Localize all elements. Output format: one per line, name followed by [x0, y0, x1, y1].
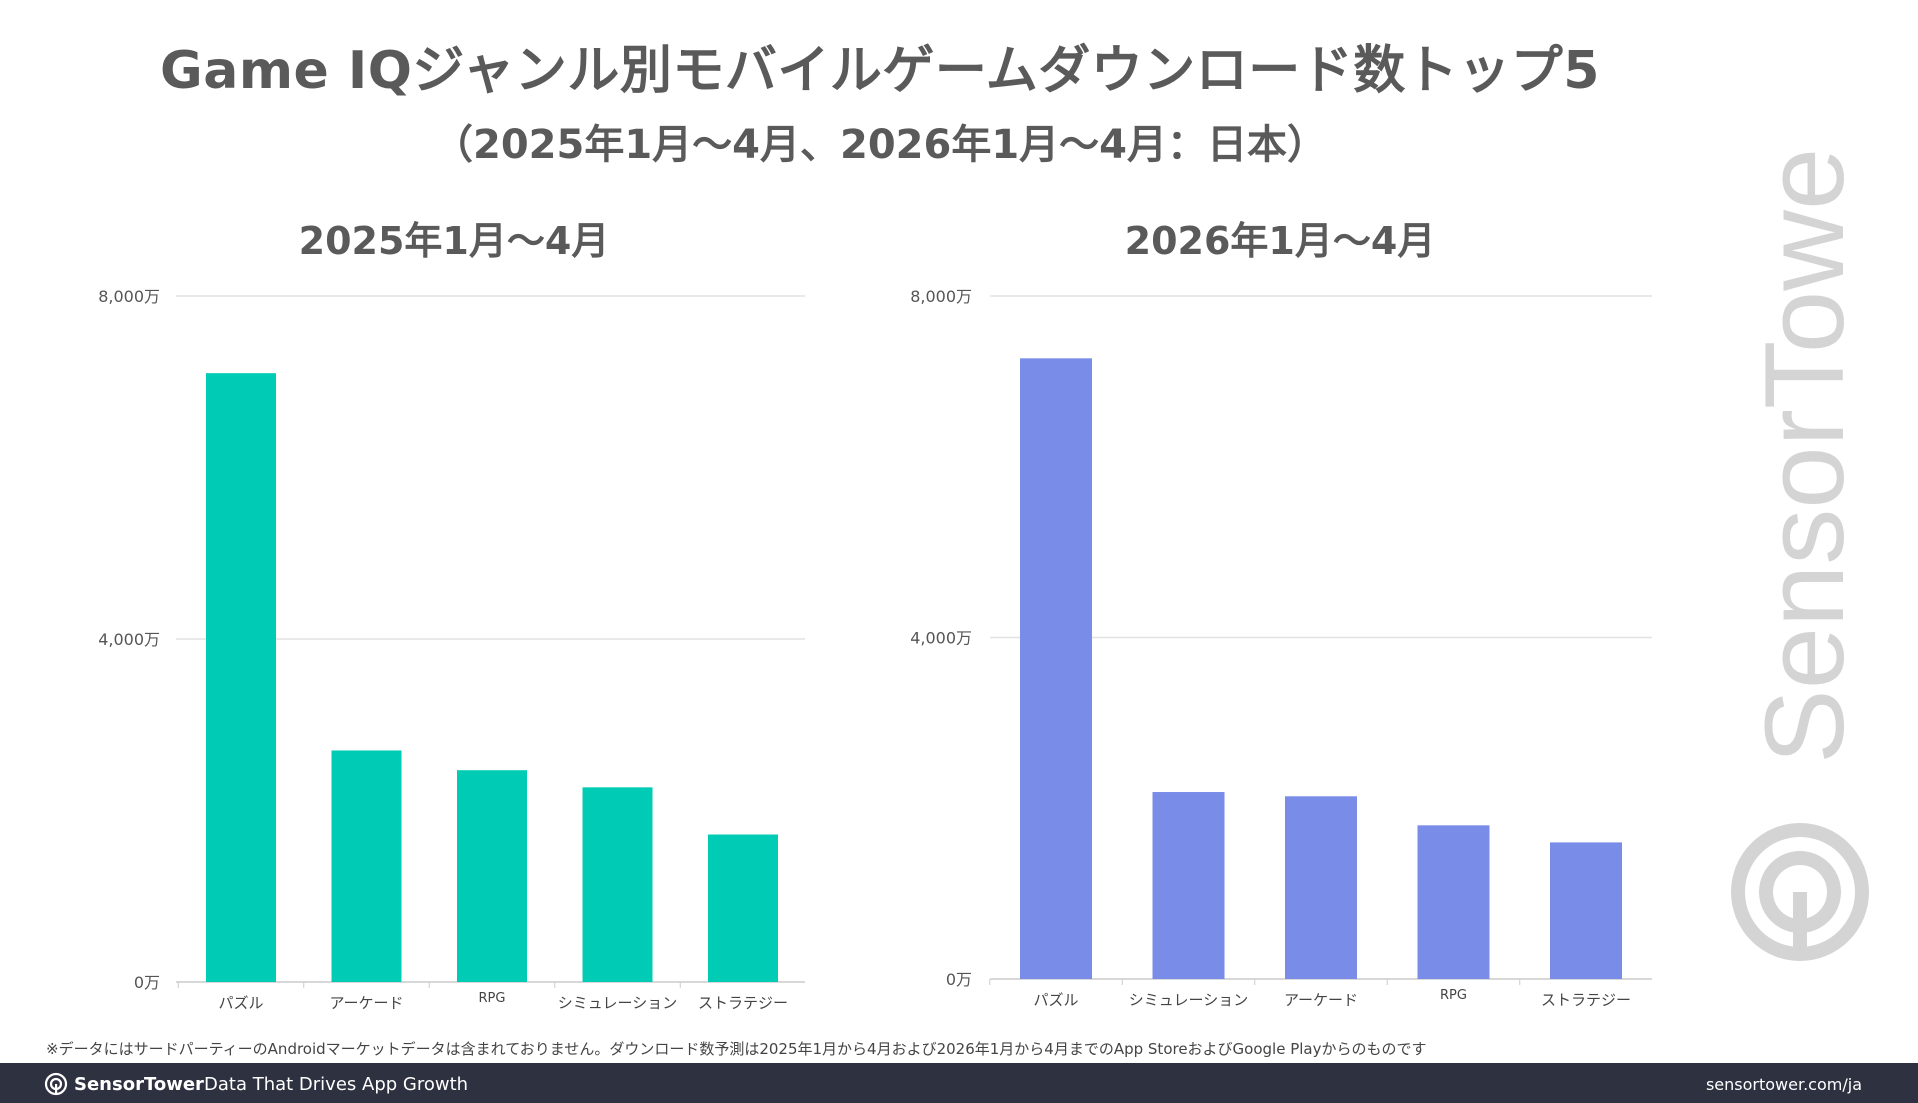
y-tick-label-2025-1: 4,000万 [98, 630, 160, 649]
x-tick-label-2025-1: アーケード [329, 994, 403, 1012]
y-tick-label-2025-2: 8,000万 [98, 287, 160, 306]
y-tick-label-2025-0: 0万 [134, 973, 160, 992]
sensortower-icon [44, 1072, 68, 1096]
bar-2025-4 [708, 834, 778, 982]
bar-2026-1 [1152, 792, 1225, 979]
x-tick-label-2025-3: シミュレーション [558, 994, 677, 1012]
bar-2025-3 [582, 787, 653, 982]
sensortower-logo-icon [1731, 823, 1869, 961]
chart-title-2026: 2026年1月～4月 [1124, 219, 1436, 263]
chart-title-2025: 2025年1月～4月 [298, 219, 610, 263]
y-tick-label-2026-1: 4,000万 [910, 629, 972, 648]
chart-subtitle: （2025年1月～4月、2026年1月～4月：日本） [433, 122, 1327, 168]
bar-2026-0 [1020, 358, 1092, 980]
x-tick-label-2025-4: ストラテジー [698, 994, 788, 1012]
watermark-text: SensorTower [1742, 144, 1867, 764]
x-tick-label-2026-1: シミュレーション [1129, 991, 1248, 1009]
bar-2025-2 [457, 770, 527, 982]
chart-title: Game IQジャンル別モバイルゲームダウンロード数トップ5 [160, 41, 1600, 101]
x-tick-label-2025-0: パズル [218, 994, 263, 1012]
bar-2026-4 [1550, 842, 1622, 979]
y-tick-label-2026-2: 8,000万 [910, 287, 972, 306]
footer-bar: SensorTower Data That Drives App Growth … [0, 1063, 1918, 1103]
x-tick-label-2026-0: パズル [1033, 991, 1078, 1009]
footnote: ※データにはサードパーティーのAndroidマーケットデータは含まれておりません… [46, 1040, 1427, 1058]
bar-2025-0 [206, 373, 276, 982]
bar-2026-2 [1285, 796, 1357, 979]
footer-tagline: Data That Drives App Growth [204, 1074, 469, 1095]
y-tick-label-2026-0: 0万 [946, 970, 972, 989]
footer-brand[interactable]: SensorTower [44, 1072, 204, 1096]
bar-2026-3 [1417, 825, 1490, 979]
footer-url[interactable]: sensortower.com/ja [1705, 1075, 1862, 1094]
bar-2025-1 [331, 750, 402, 982]
footer-brand-name: SensorTower [74, 1073, 204, 1095]
x-tick-label-2026-4: ストラテジー [1541, 991, 1631, 1009]
sensortower-watermark: SensorTower [1731, 144, 1869, 961]
x-tick-label-2026-2: アーケード [1284, 991, 1358, 1009]
x-tick-label-2025-2: RPG [479, 991, 506, 1006]
x-tick-label-2026-3: RPG [1440, 988, 1467, 1003]
